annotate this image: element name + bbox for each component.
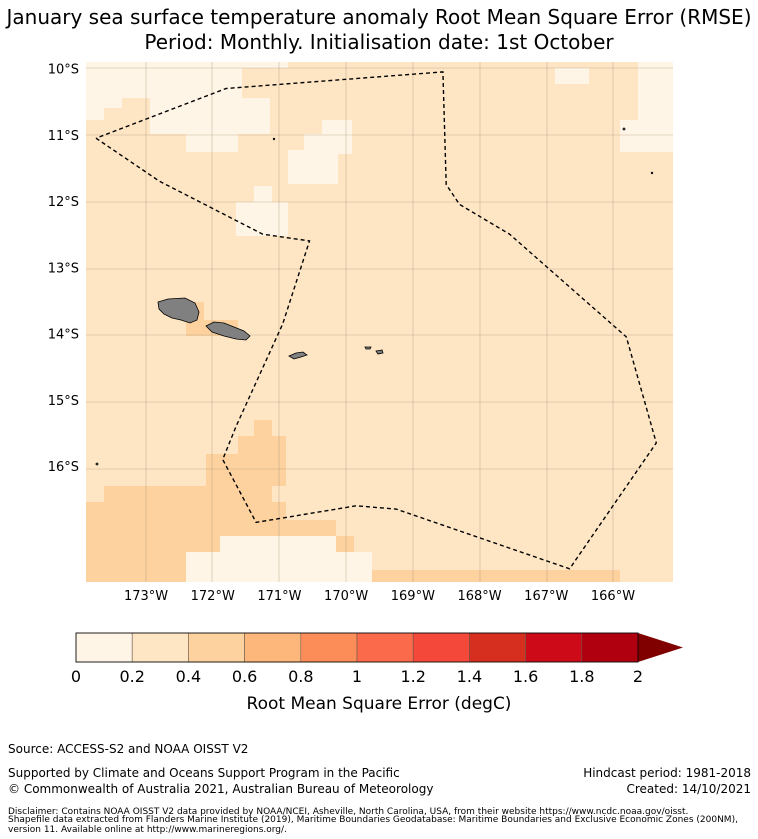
support-text: Supported by Climate and Oceans Support … bbox=[8, 766, 400, 780]
colorbar-segment bbox=[412, 632, 470, 663]
lon-tick-label: 168°W bbox=[457, 589, 501, 604]
colorbar-frame bbox=[75, 632, 639, 663]
lon-axis: 173°W 172°W 171°W 170°W 169°W 168°W 167°W 166°W bbox=[124, 589, 635, 604]
created-text: Created: 14/10/2021 bbox=[626, 782, 751, 796]
rmse-field-high bbox=[86, 302, 620, 582]
colorbar-segment bbox=[469, 632, 526, 663]
colorbar-tick-label: 2 bbox=[633, 667, 643, 686]
colorbar-tick-label: 0.2 bbox=[119, 667, 144, 686]
lon-tick-label: 173°W bbox=[124, 589, 168, 604]
lon-gridlines bbox=[145, 62, 614, 582]
colorbar-segment bbox=[300, 632, 358, 663]
land-islands bbox=[95, 127, 654, 466]
disclaimer-line2: Shapefile data extracted from Flanders M… bbox=[8, 815, 738, 835]
colorbar-segment bbox=[131, 632, 189, 663]
colorbar-segment bbox=[581, 632, 639, 663]
colorbar-tick-label: 1.4 bbox=[457, 667, 482, 686]
colorbar-tick-label: 0.4 bbox=[176, 667, 201, 686]
lat-tick-label: 10°S bbox=[48, 63, 79, 78]
lat-tick-label: 13°S bbox=[48, 261, 79, 276]
lon-tick-label: 170°W bbox=[324, 589, 368, 604]
colorbar-segment bbox=[75, 632, 133, 663]
map-figure: 10°S11°S12°S13°S14°S15°S16°S 173°W 172°W 1… bbox=[48, 62, 683, 714]
lat-axis: 10°S 11°S 12°S 13°S 14°S 15°S 16°S bbox=[48, 63, 79, 475]
lon-tick-label: 171°W bbox=[257, 589, 301, 604]
eez-boundary bbox=[95, 71, 658, 570]
colorbar-tick-label: 1.2 bbox=[400, 667, 425, 686]
colorbar-tick-label: 0 bbox=[71, 667, 81, 686]
map-subtitle: Period: Monthly. Initialisation date: 1s… bbox=[144, 30, 614, 54]
colorbar-tick-label: 0.8 bbox=[288, 667, 313, 686]
lon-tick-label: 169°W bbox=[391, 589, 435, 604]
colorbar: 0 0.2 0.4 0.6 0.8 1 1.2 1.4 1.6 1.8 2 bbox=[71, 632, 683, 686]
lon-tick-label: 167°W bbox=[524, 589, 568, 604]
colorbar-tick-label: 0.6 bbox=[232, 667, 257, 686]
hindcast-text: Hindcast period: 1981-2018 bbox=[583, 766, 751, 780]
map-title: January sea surface temperature anomaly … bbox=[6, 5, 752, 29]
lat-tick-label: 14°S bbox=[48, 328, 79, 343]
colorbar-segment bbox=[525, 632, 583, 663]
colorbar-extend-arrow bbox=[638, 633, 683, 662]
colorbar-tick-label: 1.6 bbox=[513, 667, 538, 686]
lat-tick-label: 11°S bbox=[48, 129, 79, 144]
colorbar-segment bbox=[244, 632, 302, 663]
lon-tick-label: 166°W bbox=[591, 589, 635, 604]
colorbar-label: Root Mean Square Error (degC) bbox=[247, 694, 512, 714]
island-tutuila bbox=[288, 351, 308, 360]
lat-gridlines bbox=[86, 67, 673, 470]
lon-tick-label: 172°W bbox=[191, 589, 235, 604]
lat-tick-label: 12°S bbox=[48, 195, 79, 210]
colorbar-tick-label: 1.8 bbox=[569, 667, 594, 686]
lat-tick-label: 15°S bbox=[48, 394, 79, 409]
island-manua bbox=[364, 346, 384, 355]
colorbar-segment bbox=[188, 632, 245, 663]
island-savaii bbox=[157, 297, 200, 324]
colorbar-segment bbox=[356, 632, 414, 663]
copyright-text: © Commonwealth of Australia 2021, Austra… bbox=[8, 782, 434, 796]
lat-tick-label: 16°S bbox=[48, 460, 79, 475]
colorbar-tick-label: 1 bbox=[352, 667, 362, 686]
island-upolu bbox=[205, 321, 251, 341]
disclaimer-line1: Disclaimer: Contains NOAA OISST V2 data … bbox=[8, 807, 689, 817]
source-text: Source: ACCESS-S2 and NOAA OISST V2 bbox=[8, 742, 249, 756]
